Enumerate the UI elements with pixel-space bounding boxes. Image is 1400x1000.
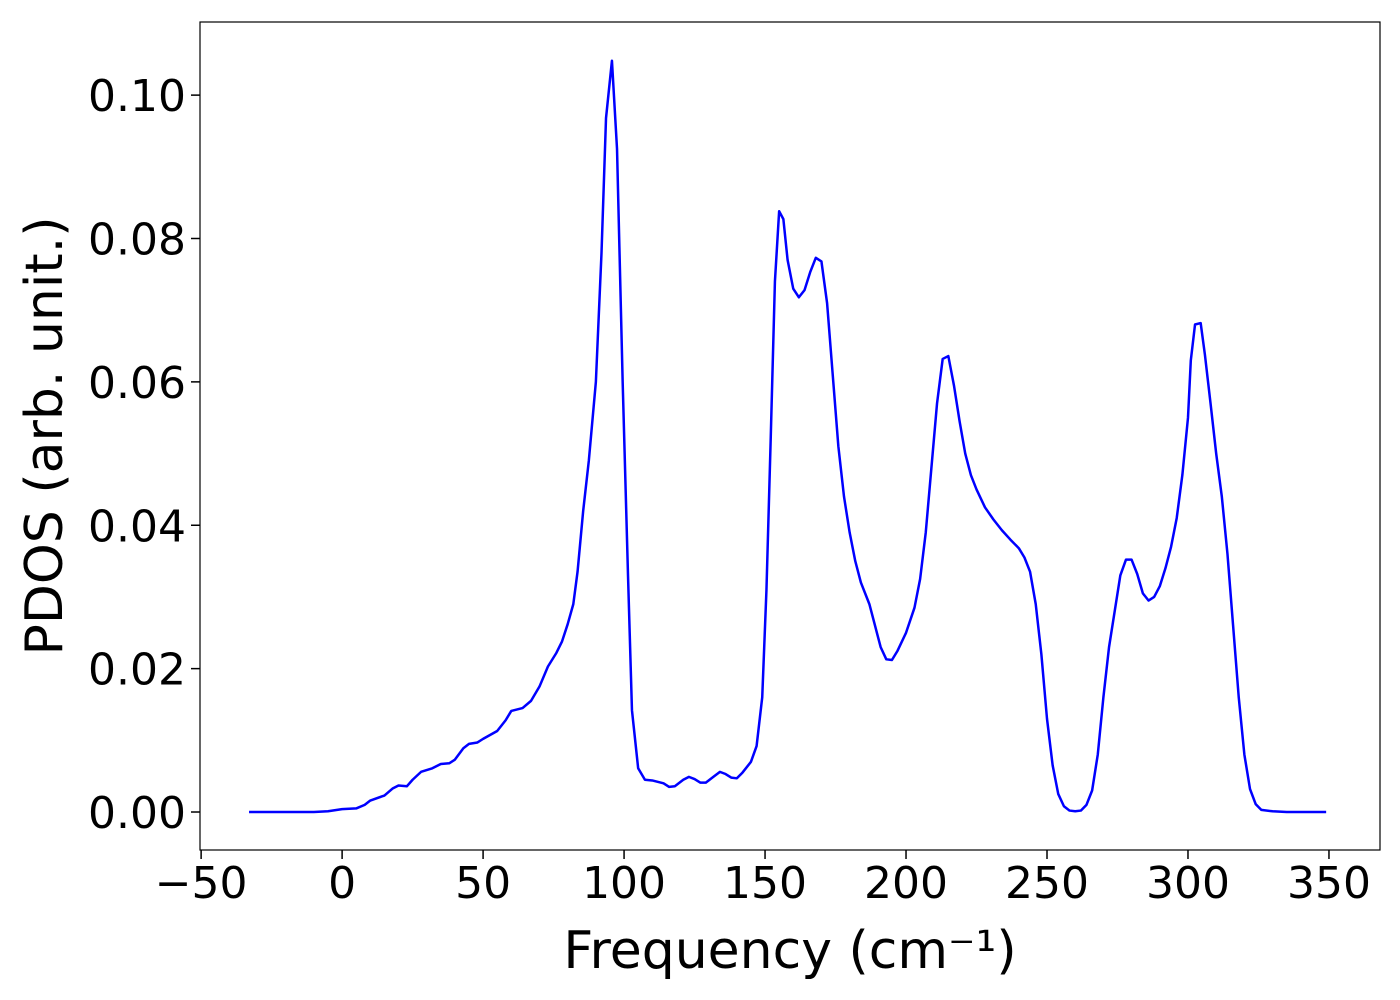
plot-frame (199, 21, 1381, 851)
data-line (249, 59, 1327, 814)
y-tick-label: 0.08 (88, 214, 186, 265)
x-tick-label: 300 (1146, 858, 1230, 909)
y-tick-label: 0.10 (88, 71, 186, 122)
y-tick-label: 0.02 (88, 645, 186, 696)
x-tick-label: 50 (455, 858, 511, 909)
x-tick-label: −50 (155, 858, 248, 909)
y-tick-label: 0.00 (88, 788, 186, 839)
x-tick-label: 250 (1005, 858, 1089, 909)
x-tick-label: 150 (723, 858, 807, 909)
y-axis-label: PDOS (arb. unit.) (15, 216, 75, 655)
x-tick-label: 350 (1287, 858, 1371, 909)
x-tick-label: 200 (864, 858, 948, 909)
x-tick-label: 100 (582, 858, 666, 909)
x-axis-label: Frequency (cm⁻¹) (563, 921, 1016, 981)
y-tick-label: 0.06 (88, 358, 186, 409)
y-tick-label: 0.04 (88, 501, 186, 552)
x-tick-label: 0 (328, 858, 356, 909)
